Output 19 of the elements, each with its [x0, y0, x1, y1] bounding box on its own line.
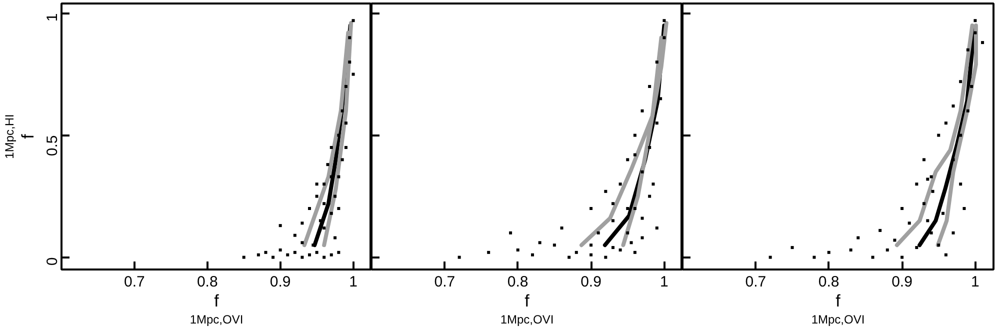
x-tick-label: 0.9 — [892, 274, 912, 290]
x-tick-label: 0.8 — [507, 274, 528, 290]
x-tick-label: 1 — [349, 274, 358, 290]
x-axis-title: f1Mpc,OVI — [500, 292, 554, 326]
x-tick-label: 0.9 — [270, 274, 291, 290]
x-tick-label: 1 — [971, 274, 980, 290]
x-axis-title: f1Mpc,OVI — [190, 292, 244, 326]
x-tick-label: 0.8 — [196, 274, 218, 290]
x-tick-label: 0.7 — [124, 274, 145, 290]
y-tick-label: 0 — [44, 257, 61, 266]
y-tick-label: 0.5 — [44, 135, 61, 156]
x-tick-label: 0.9 — [580, 274, 602, 290]
x-tick-label: 0.8 — [818, 274, 840, 290]
y-tick-label: 1 — [44, 13, 61, 22]
y-axis-title: f1Mpc,HI — [2, 114, 38, 159]
x-tick-label: 0.7 — [434, 274, 456, 290]
x-axis-title: f1Mpc,OVI — [811, 292, 865, 326]
x-tick-label: 1 — [660, 274, 668, 290]
x-tick-label: 0.7 — [745, 274, 766, 290]
